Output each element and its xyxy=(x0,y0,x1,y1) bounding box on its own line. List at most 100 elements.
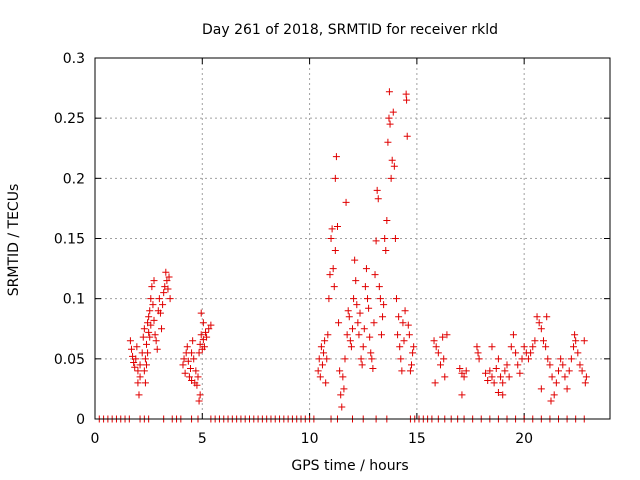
data-point xyxy=(391,235,399,242)
data-point xyxy=(571,331,579,339)
data-point xyxy=(149,301,157,309)
data-point xyxy=(126,337,134,345)
data-point xyxy=(520,343,528,351)
data-point xyxy=(328,225,336,233)
y-tick-label: 0.25 xyxy=(54,111,85,127)
data-point xyxy=(353,301,361,309)
data-point xyxy=(436,361,444,369)
data-point xyxy=(351,256,359,264)
y-tick-label: 0.2 xyxy=(63,171,85,187)
data-point xyxy=(490,379,498,387)
data-point xyxy=(501,367,509,375)
data-point xyxy=(136,373,144,381)
data-point xyxy=(542,343,550,351)
data-point xyxy=(375,283,383,291)
data-point xyxy=(386,120,394,128)
y-tick-label: 0.05 xyxy=(54,352,85,368)
data-point xyxy=(335,319,343,327)
data-point xyxy=(370,319,378,327)
data-point xyxy=(547,397,555,405)
data-point xyxy=(486,367,494,375)
data-point xyxy=(197,309,205,317)
data-point xyxy=(384,138,392,146)
data-point xyxy=(315,355,323,363)
data-point xyxy=(364,295,372,303)
data-point xyxy=(180,355,188,363)
data-point xyxy=(165,273,173,281)
data-point xyxy=(133,343,141,351)
y-tick-label: 0.15 xyxy=(54,232,85,248)
data-point xyxy=(179,361,187,369)
data-point xyxy=(140,367,148,375)
data-point xyxy=(494,389,502,397)
data-point xyxy=(357,355,365,363)
data-point xyxy=(188,349,196,357)
data-point xyxy=(403,132,411,140)
data-point xyxy=(403,96,411,104)
data-point xyxy=(145,313,153,321)
data-point xyxy=(408,361,416,369)
data-point xyxy=(381,235,389,242)
data-point xyxy=(557,355,565,363)
data-point xyxy=(550,391,558,399)
data-point xyxy=(194,373,202,381)
y-tick-label: 0 xyxy=(76,412,85,428)
data-point xyxy=(439,333,447,341)
data-point xyxy=(367,349,375,357)
data-point xyxy=(410,343,418,351)
data-point xyxy=(394,331,402,339)
data-point xyxy=(497,373,505,381)
data-point xyxy=(150,316,158,324)
data-point xyxy=(529,343,537,351)
data-point xyxy=(331,174,339,182)
data-point xyxy=(139,333,147,341)
data-point xyxy=(462,367,470,375)
data-point xyxy=(482,369,490,377)
data-point xyxy=(147,321,155,329)
data-point xyxy=(361,283,369,291)
data-point xyxy=(155,295,163,303)
data-point xyxy=(341,355,349,363)
data-point xyxy=(473,343,481,351)
data-point xyxy=(365,304,373,312)
data-point xyxy=(527,349,535,357)
data-point xyxy=(362,265,370,273)
data-point xyxy=(141,379,149,387)
data-point xyxy=(492,364,500,372)
data-point xyxy=(354,319,362,327)
data-point xyxy=(190,355,198,363)
x-tick-label: 15 xyxy=(408,431,426,447)
data-point xyxy=(322,379,330,387)
x-tick-label: 20 xyxy=(515,431,533,447)
data-point xyxy=(134,379,142,387)
y-axis-label: SRMTID / TECUs xyxy=(6,184,22,297)
data-point xyxy=(325,295,333,303)
data-point xyxy=(340,385,348,393)
data-point xyxy=(193,381,201,389)
data-point xyxy=(135,391,143,399)
data-point xyxy=(333,222,341,230)
grid xyxy=(95,58,610,419)
data-point xyxy=(389,108,397,116)
data-point xyxy=(153,345,161,353)
data-point xyxy=(374,195,382,203)
data-point xyxy=(160,289,168,297)
data-point xyxy=(327,235,335,242)
data-point xyxy=(136,361,144,369)
data-point xyxy=(192,367,200,375)
data-point xyxy=(148,283,156,291)
data-point xyxy=(512,349,520,357)
data-point xyxy=(352,277,360,285)
data-point xyxy=(143,340,150,348)
data-point xyxy=(509,331,517,339)
data-point xyxy=(199,319,207,327)
data-point xyxy=(134,367,142,375)
data-point xyxy=(376,295,384,303)
data-point xyxy=(195,349,203,357)
data-point xyxy=(203,333,211,341)
data-point xyxy=(150,277,158,285)
data-point xyxy=(316,373,324,381)
data-point xyxy=(336,367,344,375)
data-point xyxy=(516,369,524,377)
data-point xyxy=(385,88,393,96)
